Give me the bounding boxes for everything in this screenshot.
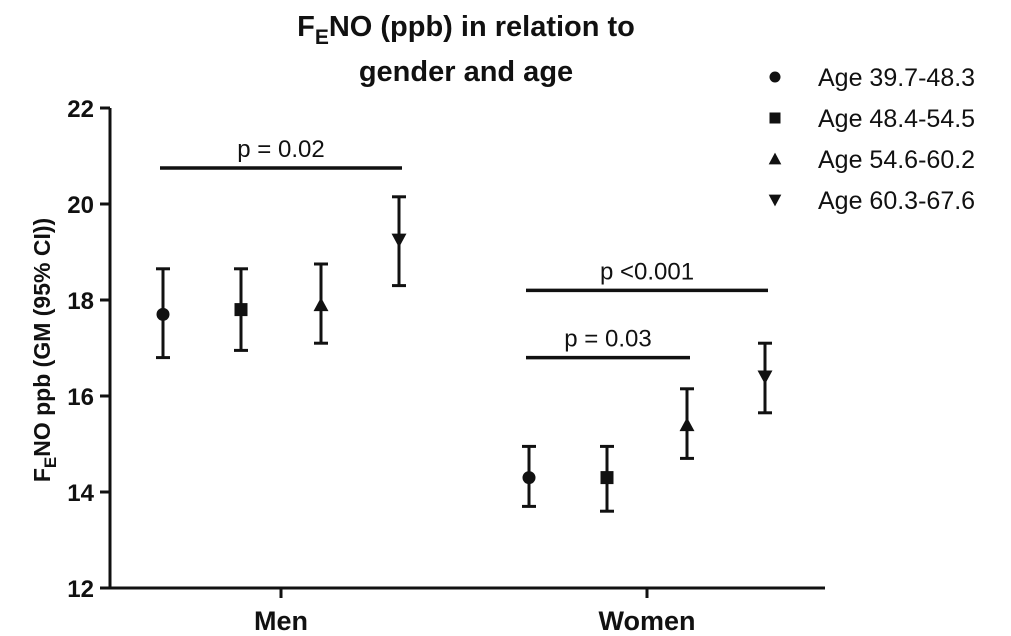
legend-label: Age 39.7-48.3 [818,64,975,92]
x-category-label: Women [598,606,695,636]
y-tick-label: 16 [67,384,94,411]
y-axis-label: FENO ppb (GM (95% CI)) [29,218,60,482]
significance-label: p = 0.03 [564,326,651,353]
y-axis-label-rest: NO ppb (GM (95% CI)) [29,218,55,457]
chart-title-main: F [297,11,315,43]
y-tick-label: 20 [67,192,94,219]
data-point [522,471,536,485]
chart-title-line2: gender and age [359,56,573,88]
significance-label: p <0.001 [600,258,694,285]
legend-marker [769,71,781,83]
data-point [234,303,248,317]
legend-label: Age 60.3-67.6 [818,187,975,215]
legend-marker [769,112,781,124]
axes: 12 14 16 18 20 22 Men Women [67,96,825,636]
chart-title-subscript: E [315,26,329,49]
y-tick-label: 14 [67,480,94,507]
legend: Age 39.7-48.3 Age 48.4-54.5 Age 54.6-60.2 A… [768,64,975,215]
chart-title: FENO (ppb) in relation to [297,11,635,49]
legend-label: Age 48.4-54.5 [818,105,975,133]
data-point [313,297,329,312]
chart-title-rest: NO (ppb) in relation to [329,11,635,43]
data-point [156,307,170,321]
y-tick-label: 22 [67,96,94,123]
data-point [391,233,407,248]
y-tick-label: 12 [67,576,94,603]
y-axis-label-main: F [29,468,55,482]
annotations: p = 0.02 p <0.001 p = 0.03 [160,136,768,360]
legend-label: Age 54.6-60.2 [818,146,975,174]
data-point [600,471,614,485]
legend-marker [768,152,782,165]
x-category-label: Men [254,606,308,636]
legend-marker [768,194,782,207]
y-axis-label-subscript: E [41,457,60,468]
y-tick-label: 18 [67,288,94,315]
data-point [757,370,773,385]
data-point [679,417,695,432]
significance-label: p = 0.02 [237,136,324,163]
data-marks [156,195,773,513]
